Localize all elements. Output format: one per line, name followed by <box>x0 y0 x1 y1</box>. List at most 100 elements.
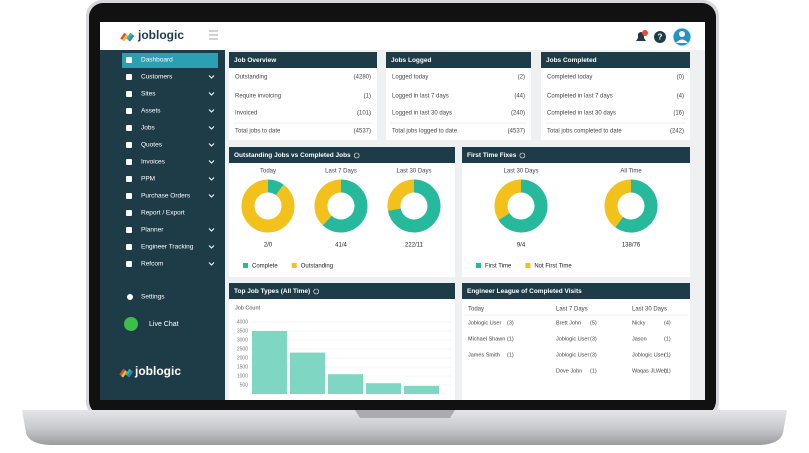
bar <box>404 385 439 394</box>
engineer-count: (3) <box>507 320 514 326</box>
nav-item[interactable]: Refcom <box>141 261 163 268</box>
logo-icon <box>119 368 126 376</box>
nav-item[interactable]: Invoices <box>141 159 166 166</box>
chat-icon[interactable] <box>124 317 138 331</box>
nav-icon <box>126 210 132 216</box>
row-label: Outstanding <box>235 75 267 81</box>
nav-icon <box>126 227 132 233</box>
bar <box>366 383 401 394</box>
nav-icon <box>126 125 132 131</box>
help-icon[interactable] <box>654 31 666 43</box>
engineer-name: Brett John <box>556 320 581 326</box>
donut-segment <box>387 179 441 233</box>
chevron <box>208 143 215 147</box>
nav-item[interactable]: Dashboard <box>141 57 173 64</box>
chevron <box>208 92 215 96</box>
donut-label: 2/0 <box>264 243 273 249</box>
y-tick-label: 2000 <box>237 355 248 361</box>
row-label: Require invoicing <box>235 94 281 100</box>
engineer-name: Joblogic User <box>468 320 501 326</box>
row-value: (44) <box>514 94 525 100</box>
chevron <box>208 262 215 266</box>
info-icon[interactable] <box>313 288 320 295</box>
engineer-name: Michael Shawn <box>468 336 505 342</box>
legend-swatch <box>476 263 481 268</box>
row-value: (240) <box>511 111 525 117</box>
logo-icon <box>127 370 134 378</box>
chevron <box>208 109 215 113</box>
legend-label: Not First Time <box>534 264 572 270</box>
nav-item[interactable]: PPM <box>141 176 155 183</box>
donut-segment <box>494 179 548 233</box>
help-mark: ? <box>658 33 663 42</box>
logo-icon <box>120 32 127 40</box>
donut-segment <box>604 179 658 233</box>
column-header: Last 7 Days <box>556 307 588 313</box>
legend-label: Complete <box>252 264 278 270</box>
engineer-count: (1) <box>507 336 514 342</box>
legend-label: Outstanding <box>301 264 333 270</box>
row-label: Completed in last 7 days <box>547 94 613 100</box>
nav-icon <box>126 57 132 63</box>
nav-item[interactable]: Customers <box>141 74 173 81</box>
row-label: Invoiced <box>235 111 257 117</box>
avatar-head <box>679 31 685 37</box>
nav-icon <box>126 91 132 97</box>
engineer-count: (1) <box>664 336 671 342</box>
avatar-body <box>676 39 688 43</box>
chevron <box>208 160 215 164</box>
row-value: (101) <box>357 111 371 117</box>
logo-icon <box>121 370 128 378</box>
panel-header <box>229 52 377 68</box>
logo-icon <box>126 32 133 40</box>
row-value: (242) <box>670 129 684 135</box>
axis-label: Job Count <box>235 305 261 311</box>
nav-item[interactable]: Jobs <box>141 125 155 132</box>
bar <box>290 352 325 394</box>
engineer-count: (1) <box>590 368 597 374</box>
nav-settings[interactable]: Settings <box>141 294 165 301</box>
panel-header <box>386 52 531 68</box>
row-value: (16) <box>673 111 684 117</box>
period-name: Last 7 Days <box>325 169 357 175</box>
settings-icon <box>127 294 133 300</box>
engineer-name: Joblogic User <box>556 352 589 358</box>
row-value: (4537) <box>354 129 371 135</box>
chevron <box>208 126 215 130</box>
bar <box>328 374 363 394</box>
logo-icon <box>122 34 129 42</box>
engineer-count: (5) <box>590 320 597 326</box>
sidebar <box>100 50 225 400</box>
nav-item[interactable]: Report / Export <box>141 210 185 217</box>
donut-label: 41/4 <box>335 243 347 249</box>
y-tick-label: 500 <box>240 382 249 388</box>
nav-item[interactable]: Quotes <box>141 142 163 149</box>
laptop-base <box>22 410 787 445</box>
period-name: Last 30 Days <box>503 169 538 175</box>
chevron <box>208 228 215 232</box>
panel-header <box>541 52 690 68</box>
period-name: Today <box>260 169 276 175</box>
nav-item[interactable]: Planner <box>141 227 164 234</box>
engineer-count: (1) <box>664 352 671 358</box>
engineer-name: Dove John <box>556 368 582 374</box>
row-label: Logged in last 7 days <box>392 94 449 100</box>
nav-item[interactable]: Engineer Tracking <box>141 244 194 251</box>
info-icon[interactable] <box>519 152 526 159</box>
nav-item[interactable]: Sites <box>141 91 156 98</box>
y-tick-label: 1000 <box>237 373 248 379</box>
panel-title: Engineer League of Completed Visits <box>467 288 582 295</box>
period-name: Last 30 Days <box>396 169 431 175</box>
row-label: Total jobs to date <box>235 129 281 135</box>
period-name: All Time <box>620 169 642 175</box>
engineer-name: Waqas JLWeb <box>632 368 667 374</box>
chevron <box>208 194 215 198</box>
nav-item[interactable]: Assets <box>141 108 161 115</box>
nav-item[interactable]: Purchase Orders <box>141 193 191 200</box>
row-value: (4280) <box>354 75 371 81</box>
info-icon[interactable] <box>353 152 360 159</box>
engineer-name: Jason <box>632 336 647 342</box>
panel-header <box>229 283 455 299</box>
live-chat[interactable]: Live Chat <box>149 321 179 328</box>
